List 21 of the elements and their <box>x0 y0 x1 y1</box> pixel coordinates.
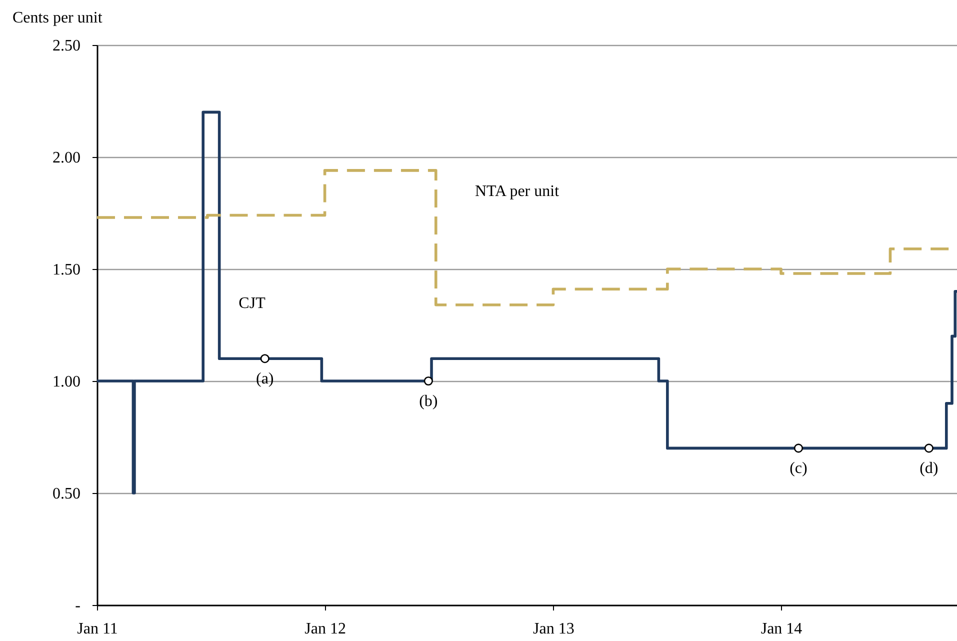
y-tick-label: - <box>75 598 80 614</box>
y-tick-label: 1.50 <box>52 262 80 278</box>
x-tick-label: Jan 13 <box>533 620 574 638</box>
x-tick-label: Jan 14 <box>760 620 802 638</box>
x-tick-label: Jan 11 <box>77 620 118 638</box>
point <box>424 376 433 386</box>
text: NTA per unit <box>474 183 560 200</box>
annotation: (d) <box>920 460 938 478</box>
annotation: (a) <box>256 370 274 388</box>
y-tick-label: 2.00 <box>52 150 80 166</box>
series-label: CJT <box>238 295 266 312</box>
point <box>260 354 270 364</box>
annotation: (c) <box>790 460 808 478</box>
point <box>924 444 934 453</box>
y-tick-label: 2.50 <box>52 38 80 54</box>
y-tick-label: 0.50 <box>52 486 80 502</box>
x-tick-label: Jan 12 <box>304 620 346 638</box>
y-axis-title: Cents per unit <box>12 10 103 26</box>
point <box>794 444 804 453</box>
annotation: (b) <box>419 393 438 410</box>
y-tick-label: 1.00 <box>52 374 80 390</box>
